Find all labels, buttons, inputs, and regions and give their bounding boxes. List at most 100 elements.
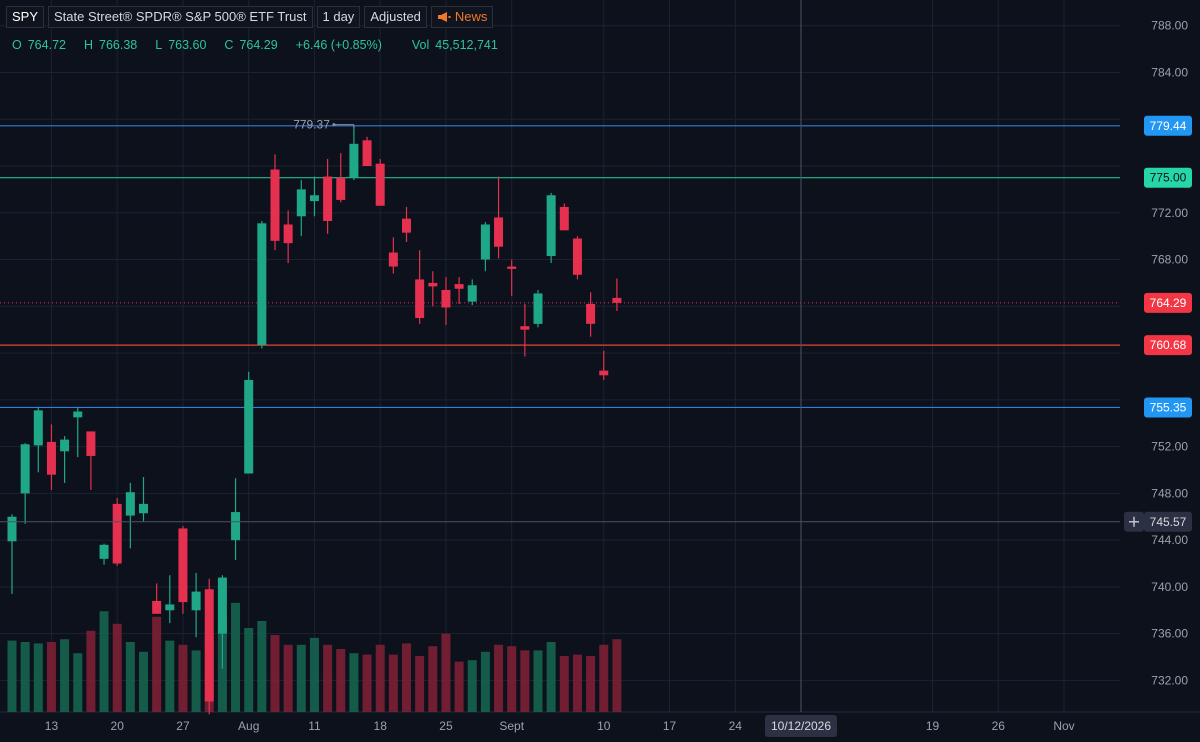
last-price-badge-bg <box>1144 292 1192 313</box>
high-annotation-label: 779.37 <box>293 118 330 132</box>
volume-bar <box>152 616 162 712</box>
price-tick-label: 740.00 <box>1151 580 1188 594</box>
time-tick-label: 19 <box>926 719 940 733</box>
volume-bar <box>33 643 43 712</box>
volume-bar <box>415 656 425 712</box>
candle-body <box>586 303 596 324</box>
candle-body <box>599 370 609 376</box>
instrument-name[interactable]: State Street® SPDR® S&P 500® ETF Trust <box>48 6 313 28</box>
price-level-badge-bg <box>1144 115 1192 136</box>
horizontal-lines[interactable] <box>0 125 1120 409</box>
candle-body <box>217 577 227 634</box>
price-level-badge-bg <box>1144 397 1192 418</box>
adjust-button[interactable]: Adjusted <box>364 6 427 28</box>
news-label: News <box>454 9 488 24</box>
candle-body <box>283 224 293 244</box>
price-tick-label: 748.00 <box>1151 486 1188 500</box>
volume-bar <box>178 644 188 712</box>
volume-bar <box>612 639 622 712</box>
crosshair-price-badge: 745.57 <box>1150 515 1187 529</box>
time-tick-label: Sept <box>499 719 524 733</box>
volume-bar <box>296 644 306 712</box>
price-level-badge-bg <box>1144 335 1192 356</box>
megaphone-icon <box>437 12 451 22</box>
volume-bar <box>165 640 175 712</box>
candle-body <box>204 589 214 702</box>
price-level-badge-bg <box>1144 167 1192 188</box>
volume-bar <box>99 611 109 712</box>
volume-bar <box>309 637 319 712</box>
candle-body <box>33 410 43 446</box>
candle-body <box>441 289 451 308</box>
price-axis[interactable]: 732.00 736.00 740.00 744.00 748.00 752.00 768.… <box>1151 19 1188 688</box>
candle-body <box>86 431 96 456</box>
price-tick-label: 752.00 <box>1151 440 1188 454</box>
candle-body <box>99 544 109 559</box>
volume-bar <box>231 602 241 712</box>
candle-body <box>323 176 333 221</box>
candle-body <box>362 140 372 167</box>
candle-body <box>231 512 241 541</box>
volume-bar <box>507 646 517 712</box>
close-label: C <box>224 38 234 52</box>
candle-body <box>520 326 530 330</box>
symbol-button[interactable]: SPY <box>6 6 45 28</box>
candle-body <box>612 297 622 303</box>
volume-bar <box>441 633 451 712</box>
candle-body <box>559 206 569 231</box>
volume-bar <box>559 656 569 712</box>
high-annotation-dot <box>332 123 336 127</box>
close-value: 764.29 <box>239 38 278 52</box>
candles: 779.37 <box>7 118 622 715</box>
high-label: H <box>83 38 93 52</box>
volume-bar <box>362 654 372 712</box>
price-tick-label: 736.00 <box>1151 627 1188 641</box>
time-tick-label: 20 <box>111 719 125 733</box>
time-tick-label: 25 <box>439 719 453 733</box>
volume-bar <box>73 653 83 712</box>
candle-body <box>270 169 280 241</box>
crosshair <box>0 0 1120 712</box>
volume-bar <box>257 621 267 712</box>
candle-body <box>139 503 148 514</box>
time-axis[interactable]: 132027Aug111825Sept101724Oct1926Nov <box>45 719 1075 733</box>
price-badges: 779.44 775.00 760.68 755.35 764.29 745.57 10/1… <box>765 115 1192 737</box>
candle-body <box>7 516 17 542</box>
candle-body <box>388 252 398 267</box>
volume-bar <box>546 642 556 712</box>
open-value: 764.72 <box>27 38 66 52</box>
price-tick-label: 768.00 <box>1151 253 1188 267</box>
volume-bar <box>112 623 122 712</box>
volume-bar <box>244 628 254 712</box>
candle-body <box>152 600 162 614</box>
crosshair-date-badge-bg <box>765 715 837 737</box>
price-tick-label: 732.00 <box>1151 673 1188 687</box>
volume-bar <box>388 654 398 712</box>
price-tick-label: 744.00 <box>1151 533 1188 547</box>
candle-body <box>165 604 175 611</box>
interval-button[interactable]: 1 day <box>316 6 361 28</box>
price-tick-label: 788.00 <box>1151 19 1188 33</box>
news-button[interactable]: News <box>430 6 494 28</box>
volume-value: 45,512,741 <box>435 38 498 52</box>
crosshair-price-badge-bg <box>1144 511 1192 532</box>
volume-bar <box>323 644 333 712</box>
candle-body <box>480 224 490 260</box>
candle-body <box>415 279 425 319</box>
volume-bar <box>283 644 293 712</box>
candle-body <box>112 503 122 564</box>
candle-body <box>73 411 83 418</box>
time-tick-label: 24 <box>729 719 743 733</box>
candle-body <box>402 218 411 233</box>
candle-body <box>428 282 438 287</box>
volume-bar <box>7 640 17 712</box>
volume-bar <box>46 642 56 712</box>
time-tick-label: 18 <box>374 719 388 733</box>
price-level-badge: 760.68 <box>1150 338 1187 352</box>
candle-body <box>178 528 188 603</box>
candle-body <box>125 492 135 516</box>
candle-body <box>533 293 543 324</box>
time-tick-label: 11 <box>308 719 321 733</box>
candle-body <box>336 177 346 200</box>
